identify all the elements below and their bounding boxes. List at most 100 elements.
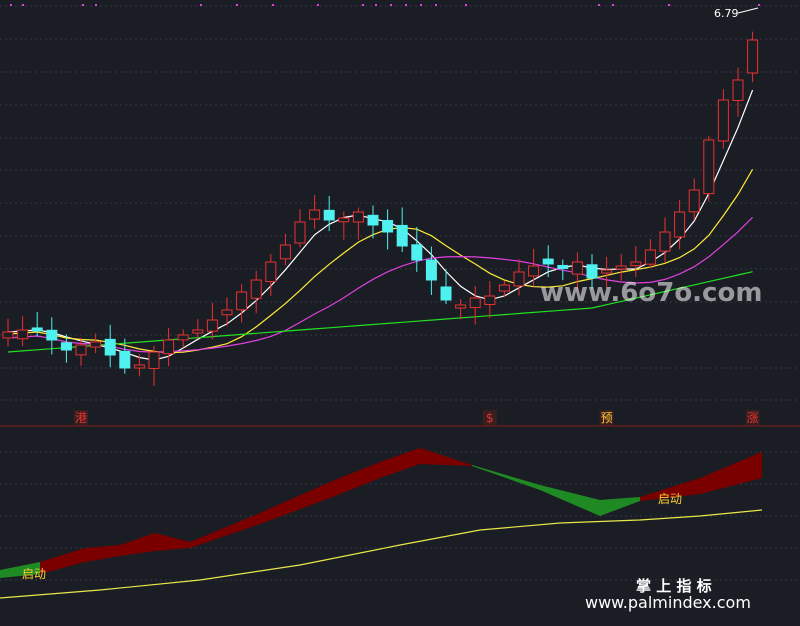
candle-down xyxy=(367,214,379,226)
signal-marker-box xyxy=(74,410,88,425)
signal-marker-box xyxy=(745,410,760,425)
top-marker-dot xyxy=(375,4,377,6)
candle-up xyxy=(148,351,160,369)
indicator-area-green xyxy=(472,465,640,516)
price-label: 6.79 xyxy=(714,7,739,20)
signal-marker-text: 预 xyxy=(601,411,613,425)
top-marker-dot xyxy=(390,4,392,6)
candle-up xyxy=(192,329,204,334)
candle-up xyxy=(17,329,29,340)
price-label-group: 6.79 xyxy=(714,7,759,20)
candlesticks xyxy=(2,31,759,386)
candle-up xyxy=(265,261,277,283)
candle-down xyxy=(557,264,569,269)
candle-up xyxy=(133,364,145,369)
candle-down xyxy=(586,264,598,279)
top-marker-dot xyxy=(95,4,97,6)
indicator-label-start-left: 启动 xyxy=(22,567,46,581)
signal-markers: 港 $ 预 涨 xyxy=(74,410,760,425)
signal-marker-text: 港 xyxy=(75,411,87,425)
candle-up xyxy=(2,331,14,339)
top-marker-dot xyxy=(200,4,202,6)
candle-up xyxy=(352,211,364,223)
top-marker-dot xyxy=(10,4,12,6)
candle-up xyxy=(236,291,248,311)
ma-long-line xyxy=(7,271,753,353)
candle-up xyxy=(75,344,87,356)
candle-up xyxy=(177,334,189,341)
candle-down xyxy=(411,244,423,261)
candle-up xyxy=(747,39,759,74)
candle-up xyxy=(279,244,291,260)
top-marker-dot xyxy=(465,4,467,6)
ma-slow-line xyxy=(7,216,754,353)
candle-down xyxy=(542,258,554,265)
moving-averages xyxy=(7,89,754,361)
candle-up xyxy=(484,295,496,306)
candle-down xyxy=(119,350,131,369)
top-marker-dot xyxy=(405,4,407,6)
top-marker-dot xyxy=(612,4,614,6)
candle-down xyxy=(323,209,335,221)
indicator-area-red xyxy=(640,452,762,501)
candle-up xyxy=(455,304,467,309)
candle-up xyxy=(659,231,671,252)
candle-up xyxy=(644,249,656,265)
candle-up xyxy=(163,339,175,355)
candle-down xyxy=(60,342,72,351)
candle-up xyxy=(630,261,642,267)
candle-up xyxy=(309,209,321,220)
indicator-area-green xyxy=(0,562,40,578)
candle-up xyxy=(90,341,102,348)
candle-up xyxy=(703,139,715,195)
candle-down xyxy=(425,259,437,281)
candle-up xyxy=(601,269,613,274)
logo-url: www.palmindex.com xyxy=(585,593,751,612)
top-markers xyxy=(10,4,760,6)
candle-up xyxy=(469,297,481,309)
candle-up xyxy=(206,319,218,332)
candle-up xyxy=(732,79,744,101)
candle-down xyxy=(46,329,58,341)
candle-up xyxy=(498,284,510,292)
top-marker-dot xyxy=(362,4,364,6)
top-marker-dot xyxy=(598,4,600,6)
candle-up xyxy=(221,309,233,316)
top-marker-dot xyxy=(435,4,437,6)
indicator-panel xyxy=(0,448,763,599)
candle-up xyxy=(528,265,540,277)
signal-marker-box xyxy=(482,410,497,425)
signal-marker-text: 涨 xyxy=(747,410,759,425)
candle-up xyxy=(615,265,627,270)
candle-up xyxy=(688,189,700,213)
candle-up xyxy=(717,99,729,142)
candle-up xyxy=(571,261,583,275)
top-marker-dot xyxy=(420,4,422,6)
price-label-pointer xyxy=(737,7,759,14)
signal-marker-box xyxy=(599,410,614,425)
top-marker-dot xyxy=(668,4,670,6)
candle-down xyxy=(396,224,408,247)
logo-title: 掌 上 指 标 xyxy=(636,577,712,595)
candle-up xyxy=(513,271,525,287)
watermark: www.6o7o.com xyxy=(540,278,762,308)
signal-marker-text: $ xyxy=(486,411,494,425)
candle-up xyxy=(674,211,686,238)
top-marker-dot xyxy=(758,4,760,6)
candle-up xyxy=(294,221,306,244)
candle-down xyxy=(382,220,394,233)
indicator-signal-line xyxy=(0,509,763,599)
top-marker-dot xyxy=(317,4,319,6)
ma-fast-line xyxy=(7,89,754,361)
top-marker-dot xyxy=(82,4,84,6)
indicator-area-red xyxy=(40,448,472,574)
candle-down xyxy=(104,338,116,356)
candle-down xyxy=(440,286,452,301)
candle-up xyxy=(338,217,350,223)
ma-mid-line xyxy=(7,168,754,354)
top-marker-dot xyxy=(236,4,238,6)
candle-up xyxy=(250,279,262,299)
top-marker-dot xyxy=(22,4,24,6)
candle-down xyxy=(31,327,43,332)
